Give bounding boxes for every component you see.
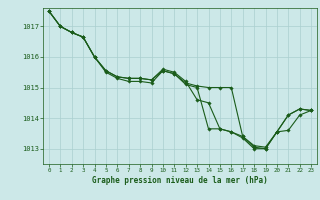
X-axis label: Graphe pression niveau de la mer (hPa): Graphe pression niveau de la mer (hPa)	[92, 176, 268, 185]
